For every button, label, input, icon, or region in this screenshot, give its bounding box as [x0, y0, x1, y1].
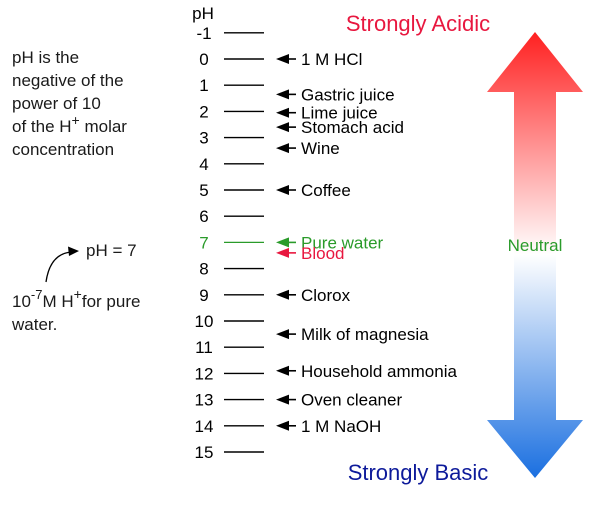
marker-arrowhead [276, 54, 289, 64]
substance-marker: Wine [276, 139, 340, 158]
tick-label: 10 [195, 312, 214, 331]
example-concentration-line: 10-7M H+for pure [12, 286, 140, 311]
neutral-label: Neutral [508, 236, 563, 255]
tick-label: 15 [195, 443, 214, 462]
example-unit: M H [42, 292, 73, 311]
tick-label: -1 [196, 24, 211, 43]
substance-label: 1 M HCl [301, 50, 362, 69]
substance-marker: Gastric juice [276, 85, 395, 104]
tick-label: 0 [199, 50, 208, 69]
marker-arrowhead [276, 365, 289, 376]
tick-label: 6 [199, 207, 208, 226]
tick-label: 4 [199, 155, 208, 174]
substance-label: Milk of magnesia [301, 325, 429, 344]
example-tail: for pure [82, 292, 141, 311]
substance-marker: Coffee [276, 181, 351, 200]
example-ion-sup: + [74, 286, 82, 302]
tick-label: 8 [199, 260, 208, 279]
example-base: 10 [12, 292, 31, 311]
example-exponent: -7 [31, 287, 43, 302]
tick-label: 3 [199, 129, 208, 148]
substance-marker: Household ammonia [276, 362, 457, 381]
substance-marker: Oven cleaner [276, 391, 402, 410]
substance-marker: Stomach acid [276, 118, 404, 137]
substance-label: Coffee [301, 181, 351, 200]
substance-marker: Milk of magnesia [276, 325, 429, 344]
tick-label: 12 [195, 364, 214, 383]
substance-label: Oven cleaner [301, 391, 402, 410]
definition-line-5: concentration [12, 140, 114, 159]
substance-marker: 1 M HCl [276, 50, 362, 69]
definition-hplus-sup: + [72, 112, 80, 128]
substance-label: Household ammonia [301, 362, 457, 381]
marker-arrowhead [276, 420, 289, 431]
ph-scale-header: pH [192, 4, 214, 23]
substance-label: Stomach acid [301, 118, 404, 137]
substance-label: Clorox [301, 286, 351, 305]
definition-line-2: negative of the [12, 71, 124, 90]
substance-marker: Clorox [276, 286, 351, 305]
substance-marker: Pure water [276, 233, 384, 252]
definition-line-4: of the H+ molar [12, 112, 127, 136]
strongly-acidic-label: Strongly Acidic [346, 11, 490, 36]
marker-arrowhead [276, 89, 289, 100]
tick-label: 2 [199, 102, 208, 121]
example-arrowhead [68, 246, 79, 256]
substance-marker: Blood [276, 244, 344, 263]
tick-label: 1 [199, 76, 208, 95]
substance-label: Wine [301, 139, 340, 158]
marker-arrowhead [276, 247, 289, 258]
substance-label: 1 M NaOH [301, 417, 381, 436]
marker-arrowhead [276, 185, 289, 195]
tick-label: 7 [199, 233, 208, 252]
example-line-2: water. [11, 315, 57, 334]
definition-line-1: pH is the [12, 48, 79, 67]
tick-label: 5 [199, 181, 208, 200]
marker-arrowhead [276, 122, 289, 133]
tick-label: 13 [195, 391, 214, 410]
substance-label: Lime juice [301, 104, 378, 123]
ph-definition: pH is the negative of the power of 10 of… [12, 48, 127, 159]
example-ph-equation: pH = 7 [86, 241, 137, 260]
definition-line-4-suffix: molar [80, 117, 128, 136]
substance-label: Blood [301, 244, 344, 263]
marker-arrowhead [276, 289, 289, 300]
substance-label: Gastric juice [301, 85, 395, 104]
marker-arrowhead [276, 394, 289, 405]
marker-arrowhead [276, 329, 289, 340]
marker-arrowhead [276, 143, 289, 154]
substance-marker: Lime juice [276, 104, 378, 123]
marker-arrowhead [276, 237, 289, 248]
definition-line-3: power of 10 [12, 94, 101, 113]
tick-label: 9 [199, 286, 208, 305]
substance-label: Pure water [301, 233, 384, 252]
strongly-basic-label: Strongly Basic [348, 460, 489, 485]
definition-line-4-prefix: of the H [12, 117, 72, 136]
tick-label: 14 [195, 417, 214, 436]
substance-marker: 1 M NaOH [276, 417, 381, 436]
tick-label: 11 [195, 338, 213, 357]
acid-base-arrow [487, 32, 583, 478]
example-curved-arrow [45, 251, 72, 283]
marker-arrowhead [276, 107, 289, 118]
